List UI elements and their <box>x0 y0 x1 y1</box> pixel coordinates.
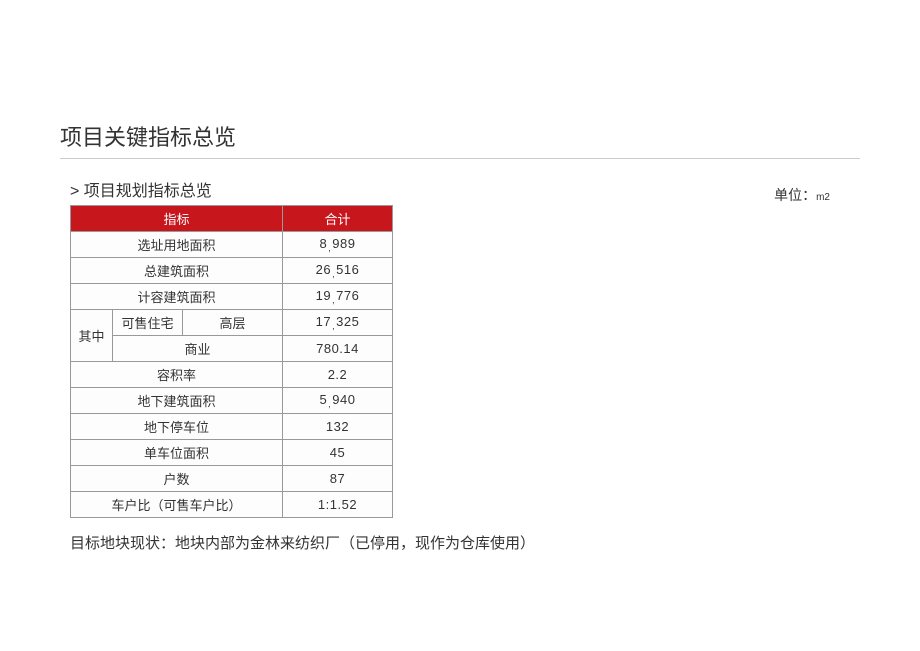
page-title: 项目关键指标总览 <box>60 120 860 159</box>
cell-value: 26,516 <box>283 258 393 284</box>
th-indicator: 指标 <box>71 206 283 232</box>
cell-value: 132 <box>283 414 393 440</box>
cell-value: 87 <box>283 466 393 492</box>
cell-label: 计容建筑面积 <box>71 284 283 310</box>
table-row: 商业 780.14 <box>71 336 393 362</box>
unit-label: 单位：m2 <box>774 185 860 205</box>
cell-label: 选址用地面积 <box>71 232 283 258</box>
table-row: 车户比（可售车户比） 1:1.52 <box>71 492 393 518</box>
cell-sub-label: 其中 <box>71 310 113 362</box>
cell-label: 单车位面积 <box>71 440 283 466</box>
table-row: 地下建筑面积 5,940 <box>71 388 393 414</box>
table-row: 地下停车位 132 <box>71 414 393 440</box>
table-row: 容积率 2.2 <box>71 362 393 388</box>
cell-value: 780.14 <box>283 336 393 362</box>
table-row: 户数 87 <box>71 466 393 492</box>
cell-value: 19,776 <box>283 284 393 310</box>
subtitle: > 项目规划指标总览 <box>60 177 212 201</box>
indicator-table: 指标 合计 选址用地面积 8,989 总建筑面积 26,516 计容建筑面积 1… <box>70 205 393 518</box>
cell-label: 地下建筑面积 <box>71 388 283 414</box>
cell-label: 户数 <box>71 466 283 492</box>
unit-value: m2 <box>816 192 830 203</box>
cell-value: 17,325 <box>283 310 393 336</box>
cell-value: 8,989 <box>283 232 393 258</box>
table-header-row: 指标 合计 <box>71 206 393 232</box>
table-row: 计容建筑面积 19,776 <box>71 284 393 310</box>
cell-value: 2.2 <box>283 362 393 388</box>
cell-label: 车户比（可售车户比） <box>71 492 283 518</box>
table-row: 总建筑面积 26,516 <box>71 258 393 284</box>
unit-prefix: 单位： <box>774 187 816 203</box>
cell-value: 5,940 <box>283 388 393 414</box>
cell-label: 可售住宅 <box>113 310 183 336</box>
th-total: 合计 <box>283 206 393 232</box>
cell-value: 45 <box>283 440 393 466</box>
table-row: 单车位面积 45 <box>71 440 393 466</box>
footnote: 目标地块现状：地块内部为金林来纺织厂（已停用，现作为仓库使用） <box>60 532 860 553</box>
cell-label: 容积率 <box>71 362 283 388</box>
cell-label: 总建筑面积 <box>71 258 283 284</box>
table-row: 其中 可售住宅 高层 17,325 <box>71 310 393 336</box>
cell-label: 地下停车位 <box>71 414 283 440</box>
table-row: 选址用地面积 8,989 <box>71 232 393 258</box>
cell-value: 1:1.52 <box>283 492 393 518</box>
cell-label: 商业 <box>113 336 283 362</box>
cell-label: 高层 <box>183 310 283 336</box>
